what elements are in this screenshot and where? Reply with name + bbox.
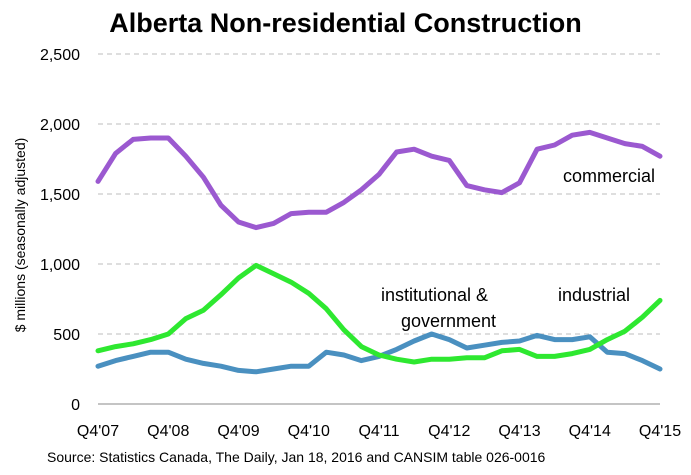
gridlines xyxy=(98,53,660,335)
y-tick-label: 1,000 xyxy=(40,257,80,274)
x-tick-label: Q4'14 xyxy=(569,423,611,440)
source-note: Source: Statistics Canada, The Daily, Ja… xyxy=(47,449,546,465)
chart-title: Alberta Non-residential Construction xyxy=(109,8,582,38)
x-tick-label: Q4'12 xyxy=(428,423,470,440)
x-tick-label: Q4'11 xyxy=(358,423,399,440)
x-tick-label: Q4'13 xyxy=(498,423,540,440)
series-lines xyxy=(95,129,663,375)
annotation-institutional-line2: government xyxy=(401,311,496,331)
annotation-industrial: industrial xyxy=(558,285,630,305)
y-tick-label: 2,500 xyxy=(40,47,80,64)
x-tick-label: Q4'08 xyxy=(147,423,189,440)
y-tick-label: 1,500 xyxy=(40,187,80,204)
y-tick-label: 500 xyxy=(53,327,80,344)
annotation-commercial: commercial xyxy=(563,166,655,186)
y-tick-label: 0 xyxy=(71,397,80,414)
x-tick-label: Q4'15 xyxy=(639,423,681,440)
series-annotations: commercial industrial institutional & gover… xyxy=(381,166,655,331)
y-tick-label: 2,000 xyxy=(40,117,80,134)
annotation-institutional-line1: institutional & xyxy=(381,285,488,305)
x-tick-label: Q4'07 xyxy=(77,423,119,440)
y-tick-labels: 0 500 1,000 1,500 2,000 2,500 xyxy=(40,47,80,414)
x-tick-label: Q4'10 xyxy=(288,423,330,440)
x-tick-label: Q4'09 xyxy=(217,423,259,440)
x-tick-labels: Q4'07 Q4'08 Q4'09 Q4'10 Q4'11 Q4'12 Q4'13 Q4'14… xyxy=(77,423,681,440)
industrial-line xyxy=(95,262,663,365)
commercial-line xyxy=(95,129,663,231)
